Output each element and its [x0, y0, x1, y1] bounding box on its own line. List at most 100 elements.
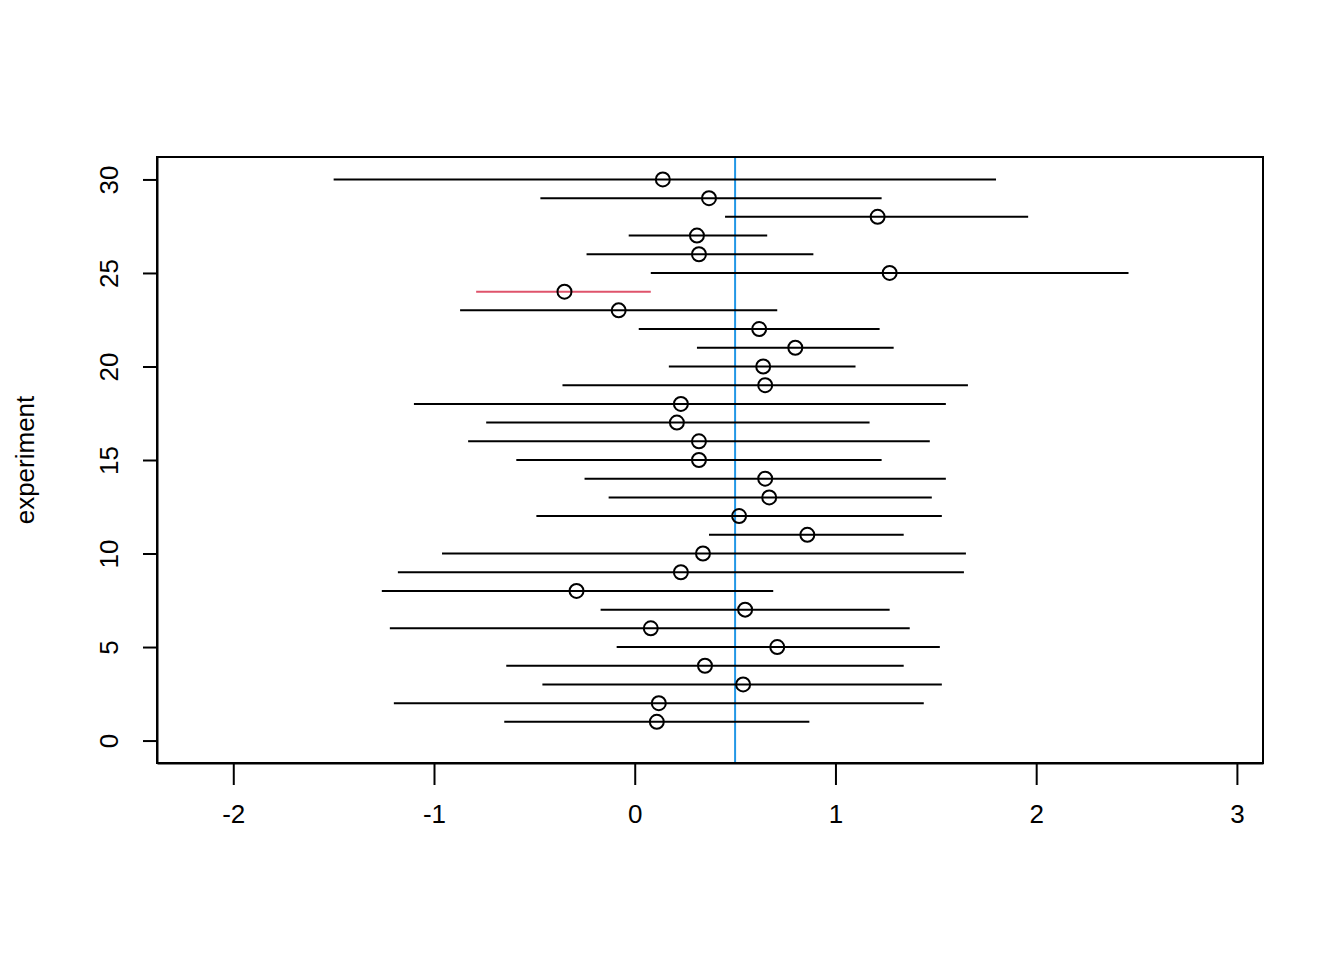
- chart: -2-10123051015202530experiment: [0, 0, 1344, 960]
- y-tick: 20: [94, 353, 157, 382]
- interval: [394, 702, 924, 704]
- interval: [725, 216, 1028, 218]
- interval: [536, 515, 941, 517]
- x-tick: -1: [423, 763, 446, 829]
- interval: [334, 178, 996, 180]
- y-tick-label: 30: [94, 165, 124, 194]
- x-tick-mark: [634, 763, 636, 785]
- x-tick: -2: [222, 763, 245, 829]
- y-tick-label: 15: [94, 446, 124, 475]
- interval: [709, 534, 904, 536]
- interval: [414, 403, 946, 405]
- y-axis-title: experiment: [10, 395, 40, 524]
- x-axis-line: [158, 763, 1264, 765]
- y-axis: 0 5 10 15 20 25 30: [94, 158, 158, 764]
- point: [612, 303, 626, 317]
- y-tick-mark: [143, 179, 157, 181]
- interval: [585, 478, 946, 480]
- y-tick-mark: [143, 460, 157, 462]
- x-tick-label: -2: [222, 799, 245, 829]
- y-tick-mark: [143, 366, 157, 368]
- x-tick-mark: [1036, 763, 1038, 785]
- y-tick-mark: [143, 740, 157, 742]
- interval: [504, 721, 809, 723]
- interval: [639, 328, 880, 330]
- x-tick: 2: [1029, 763, 1043, 829]
- point: [652, 696, 666, 710]
- y-tick: 25: [94, 259, 157, 288]
- point: [758, 472, 772, 486]
- point: [883, 266, 897, 280]
- point: [692, 453, 706, 467]
- plot-frame: [157, 157, 1263, 763]
- y-tick-mark: [143, 553, 157, 555]
- y-tick-mark: [143, 272, 157, 274]
- interval: [669, 365, 856, 367]
- x-tick: 0: [628, 763, 642, 829]
- y-tick: 5: [94, 640, 157, 654]
- point: [758, 378, 772, 392]
- point: [644, 621, 658, 635]
- x-tick-mark: [1236, 763, 1238, 785]
- interval: [601, 609, 890, 611]
- point: [756, 359, 770, 373]
- y-tick-label: 25: [94, 259, 124, 288]
- interval: [609, 496, 932, 498]
- point: [788, 341, 802, 355]
- point: [762, 490, 776, 504]
- x-tick-label: 3: [1230, 799, 1244, 829]
- point: [670, 416, 684, 430]
- interval: [442, 553, 966, 555]
- point: [656, 172, 670, 186]
- y-tick-label: 10: [94, 540, 124, 569]
- x-tick-mark: [835, 763, 837, 785]
- y-tick-label: 0: [94, 734, 124, 748]
- point: [690, 229, 704, 243]
- interval: [562, 384, 967, 386]
- point: [696, 547, 710, 561]
- interval: [587, 253, 814, 255]
- interval: [382, 590, 773, 592]
- point: [732, 509, 746, 523]
- interval: [540, 197, 881, 199]
- plot-area: [334, 157, 1129, 763]
- interval: [629, 235, 768, 237]
- interval: [617, 646, 940, 648]
- interval: [516, 459, 881, 461]
- point: [557, 285, 571, 299]
- y-tick: 0: [94, 734, 157, 748]
- x-tick-label: 0: [628, 799, 642, 829]
- point: [692, 247, 706, 261]
- y-tick: 10: [94, 540, 157, 569]
- x-tick-mark: [434, 763, 436, 785]
- x-tick: 3: [1230, 763, 1244, 829]
- interval: [390, 627, 910, 629]
- y-tick: 30: [94, 165, 157, 194]
- y-tick-mark: [143, 647, 157, 649]
- interval: [542, 683, 941, 685]
- point: [674, 565, 688, 579]
- point: [871, 210, 885, 224]
- point: [650, 715, 664, 729]
- interval: [398, 571, 964, 573]
- interval: [468, 440, 930, 442]
- point: [702, 191, 716, 205]
- point: [570, 584, 584, 598]
- y-tick: 15: [94, 446, 157, 475]
- interval: [460, 309, 777, 311]
- interval: [651, 272, 1129, 274]
- point: [674, 397, 688, 411]
- point: [770, 640, 784, 654]
- point: [738, 603, 752, 617]
- interval: [697, 347, 894, 349]
- x-tick-label: -1: [423, 799, 446, 829]
- interval: [476, 291, 651, 293]
- point: [692, 434, 706, 448]
- y-tick-label: 5: [94, 640, 124, 654]
- x-tick: 1: [829, 763, 843, 829]
- point: [752, 322, 766, 336]
- y-tick-label: 20: [94, 353, 124, 382]
- x-tick-label: 2: [1029, 799, 1043, 829]
- x-tick-mark: [233, 763, 235, 785]
- x-tick-label: 1: [829, 799, 843, 829]
